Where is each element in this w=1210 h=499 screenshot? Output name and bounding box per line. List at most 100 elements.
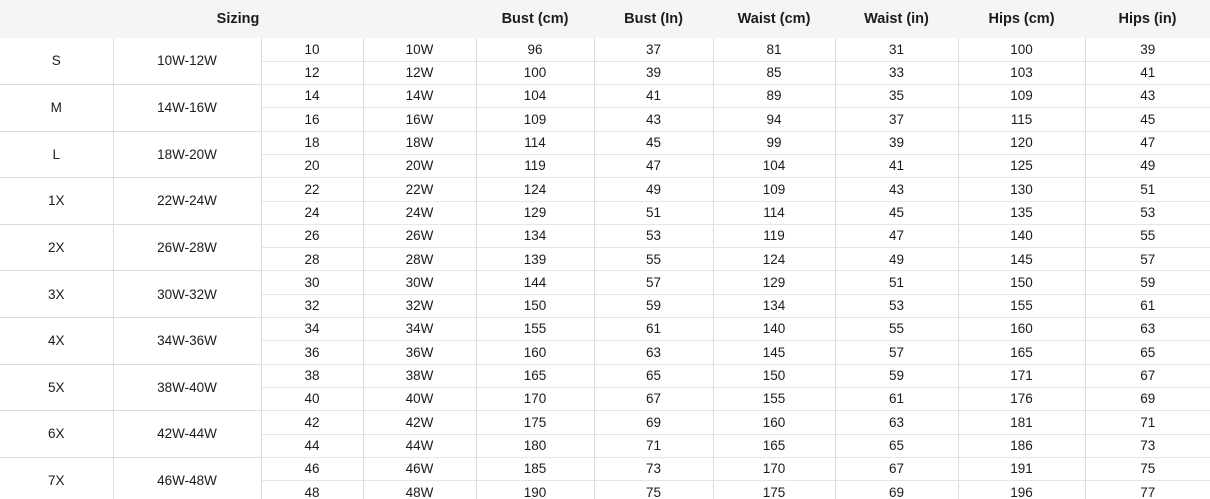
table-row: 4X 34W-36W 34 34W 155 61 140 55 160 63 <box>0 317 1210 365</box>
size-label-cell: L <box>0 131 114 179</box>
column-header-waist-cm: Waist (cm) <box>713 0 836 38</box>
size-label-cell: 7X <box>0 457 114 499</box>
table-body: S 10W-12W 10 10W 96 37 81 31 100 39 12 12W 100 39 85 33… <box>0 38 1210 499</box>
cell-waist-in: 51 <box>835 270 959 295</box>
size-range-cell: 14W-16W <box>113 84 262 132</box>
table-row: 48 48W 190 75 175 69 196 77 <box>0 480 1210 499</box>
cell-us: 12 <box>261 61 364 86</box>
cell-hips-in: 69 <box>1085 387 1210 412</box>
cell-bust-in: 41 <box>594 84 714 109</box>
cell-hips-in: 39 <box>1085 38 1210 62</box>
cell-bust-cm: 119 <box>476 154 595 179</box>
table-row: 28 28W 139 55 124 49 145 57 <box>0 247 1210 272</box>
cell-us: 26 <box>261 224 364 249</box>
cell-waist-cm: 99 <box>713 131 836 155</box>
size-label-cell: 2X <box>0 224 114 272</box>
cell-bust-cm: 150 <box>476 294 595 319</box>
table-row: L 18W-20W 18 18W 114 45 99 39 120 47 <box>0 131 1210 179</box>
cell-hips-in: 67 <box>1085 364 1210 388</box>
size-label-cell: 6X <box>0 410 114 458</box>
cell-waist-in: 57 <box>835 340 959 365</box>
cell-usw: 18W <box>363 131 477 155</box>
cell-bust-cm: 175 <box>476 410 595 435</box>
size-range-cell: 10W-12W <box>113 38 262 86</box>
size-label-cell: 1X <box>0 177 114 225</box>
cell-hips-in: 63 <box>1085 317 1210 342</box>
table-row: 44 44W 180 71 165 65 186 73 <box>0 434 1210 458</box>
cell-waist-in: 69 <box>835 480 959 499</box>
cell-usw: 12W <box>363 61 477 86</box>
cell-hips-cm: 155 <box>958 294 1086 319</box>
cell-hips-in: 51 <box>1085 177 1210 202</box>
cell-us: 14 <box>261 84 364 109</box>
cell-usw: 14W <box>363 84 477 109</box>
cell-waist-cm: 140 <box>713 317 836 342</box>
cell-us: 48 <box>261 480 364 499</box>
cell-hips-cm: 160 <box>958 317 1086 342</box>
table-row: 20 20W 119 47 104 41 125 49 <box>0 154 1210 179</box>
cell-hips-in: 77 <box>1085 480 1210 499</box>
cell-bust-cm: 124 <box>476 177 595 202</box>
size-label-cell: 5X <box>0 364 114 412</box>
table-row: 40 40W 170 67 155 61 176 69 <box>0 387 1210 412</box>
cell-hips-cm: 109 <box>958 84 1086 109</box>
cell-waist-cm: 134 <box>713 294 836 319</box>
column-header-hips-in: Hips (in) <box>1085 0 1210 38</box>
cell-hips-cm: 181 <box>958 410 1086 435</box>
table-row: 36 36W 160 63 145 57 165 65 <box>0 340 1210 365</box>
column-header-hips-cm: Hips (cm) <box>958 0 1086 38</box>
cell-waist-in: 35 <box>835 84 959 109</box>
column-header-waist-in: Waist (in) <box>835 0 959 38</box>
cell-us: 46 <box>261 457 364 482</box>
cell-bust-cm: 109 <box>476 107 595 132</box>
cell-hips-cm: 115 <box>958 107 1086 132</box>
cell-hips-in: 65 <box>1085 340 1210 365</box>
cell-hips-in: 55 <box>1085 224 1210 249</box>
cell-bust-cm: 144 <box>476 270 595 295</box>
header-row: Sizing Bust (cm) Bust (In) Waist (cm) Wa… <box>0 0 1210 38</box>
cell-hips-in: 75 <box>1085 457 1210 482</box>
cell-us: 20 <box>261 154 364 179</box>
cell-hips-in: 49 <box>1085 154 1210 179</box>
size-label-cell: 4X <box>0 317 114 365</box>
cell-waist-in: 61 <box>835 387 959 412</box>
cell-usw: 48W <box>363 480 477 499</box>
cell-hips-cm: 100 <box>958 38 1086 62</box>
cell-hips-in: 59 <box>1085 270 1210 295</box>
cell-waist-cm: 170 <box>713 457 836 482</box>
cell-hips-cm: 176 <box>958 387 1086 412</box>
cell-bust-in: 67 <box>594 387 714 412</box>
cell-waist-cm: 175 <box>713 480 836 499</box>
cell-hips-in: 45 <box>1085 107 1210 132</box>
cell-bust-in: 75 <box>594 480 714 499</box>
cell-bust-in: 47 <box>594 154 714 179</box>
cell-waist-in: 39 <box>835 131 959 155</box>
cell-usw: 44W <box>363 434 477 458</box>
cell-waist-in: 45 <box>835 201 959 225</box>
size-label-cell: M <box>0 84 114 132</box>
cell-us: 30 <box>261 270 364 295</box>
cell-bust-cm: 170 <box>476 387 595 412</box>
column-header-bust-in: Bust (In) <box>594 0 714 38</box>
cell-bust-in: 37 <box>594 38 714 62</box>
cell-usw: 34W <box>363 317 477 342</box>
table-row: 16 16W 109 43 94 37 115 45 <box>0 107 1210 132</box>
size-range-cell: 18W-20W <box>113 131 262 179</box>
table-row: 3X 30W-32W 30 30W 144 57 129 51 150 59 <box>0 270 1210 319</box>
size-range-cell: 22W-24W <box>113 177 262 225</box>
cell-usw: 42W <box>363 410 477 435</box>
cell-usw: 38W <box>363 364 477 388</box>
cell-hips-cm: 103 <box>958 61 1086 86</box>
table-row: M 14W-16W 14 14W 104 41 89 35 109 43 <box>0 84 1210 132</box>
cell-hips-cm: 125 <box>958 154 1086 179</box>
cell-waist-cm: 145 <box>713 340 836 365</box>
table-row: 2X 26W-28W 26 26W 134 53 119 47 140 55 <box>0 224 1210 272</box>
cell-us: 16 <box>261 107 364 132</box>
table-row: 6X 42W-44W 42 42W 175 69 160 63 181 71 <box>0 410 1210 458</box>
table-row: 24 24W 129 51 114 45 135 53 <box>0 201 1210 225</box>
cell-bust-in: 45 <box>594 131 714 155</box>
cell-us: 42 <box>261 410 364 435</box>
table-row: 5X 38W-40W 38 38W 165 65 150 59 171 67 <box>0 364 1210 412</box>
cell-us: 28 <box>261 247 364 272</box>
cell-waist-in: 33 <box>835 61 959 86</box>
